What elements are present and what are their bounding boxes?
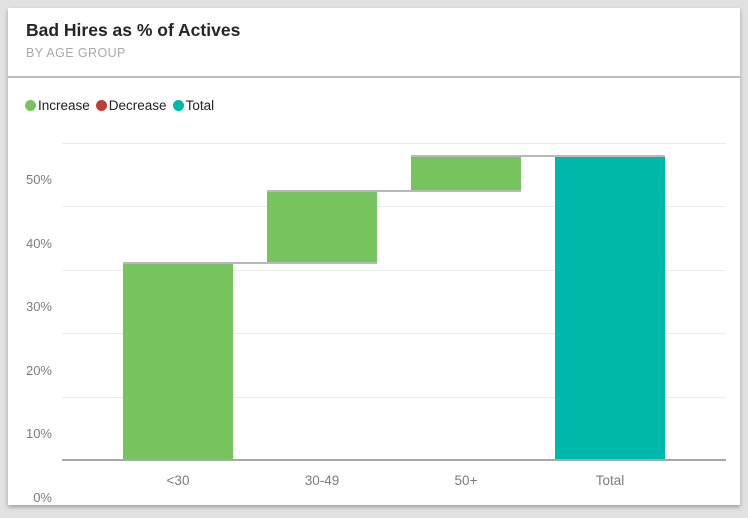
chart-title: Bad Hires as % of Actives: [26, 20, 241, 40]
legend-dot-icon: [172, 100, 184, 111]
x-axis-tick-label: 50+: [454, 473, 478, 488]
legend-item-total[interactable]: Total: [172, 98, 215, 113]
legend-label: Total: [185, 98, 215, 113]
visual-header: Bad Hires as % of Actives BY AGE GROUP: [26, 19, 722, 60]
legend-item-increase[interactable]: Increase: [25, 98, 90, 113]
legend-dot-icon: [95, 100, 107, 111]
y-axis-tick-label: 0%: [33, 490, 52, 505]
gridline-30: [62, 269, 726, 271]
gridline-40: [62, 206, 726, 208]
x-axis-tick-label: 30-49: [304, 473, 340, 488]
waterfall-chart: 0% 10% 20% 30% 40% 50% <30 30-49 50+ Total: [8, 142, 740, 505]
header-divider: [8, 76, 740, 78]
bar-3049[interactable]: [267, 191, 377, 265]
chart-legend: Increase Decrease Total: [25, 98, 220, 113]
plot-area: [62, 142, 726, 461]
legend-label: Increase: [38, 98, 90, 113]
bar-50+[interactable]: [411, 157, 521, 192]
y-axis-tick-label: 40%: [25, 235, 52, 251]
y-axis-tick-label: 30%: [25, 299, 52, 315]
x-axis-tick-label: Total: [595, 473, 625, 488]
y-axis-tick-label: 20%: [25, 362, 52, 378]
gridline-20: [62, 333, 726, 335]
y-axis-tick-label: 10%: [25, 426, 52, 442]
gridline-50: [62, 142, 726, 144]
legend-dot-icon: [25, 100, 36, 111]
chart-subtitle: BY AGE GROUP: [26, 45, 126, 60]
visual-card: Bad Hires as % of Actives BY AGE GROUP I…: [8, 8, 740, 505]
waterfall-connector: [123, 262, 377, 265]
waterfall-connector: [267, 189, 521, 192]
waterfall-connector: [411, 155, 665, 157]
y-axis-tick-label: 50%: [25, 172, 52, 187]
gridline-10: [62, 396, 726, 398]
x-axis-line: [62, 459, 726, 461]
bar-total[interactable]: [555, 157, 665, 461]
legend-item-decrease[interactable]: Decrease: [95, 98, 167, 113]
legend-label: Decrease: [108, 98, 167, 113]
bar-30[interactable]: [123, 264, 233, 461]
x-axis-tick-label: <30: [166, 473, 190, 488]
